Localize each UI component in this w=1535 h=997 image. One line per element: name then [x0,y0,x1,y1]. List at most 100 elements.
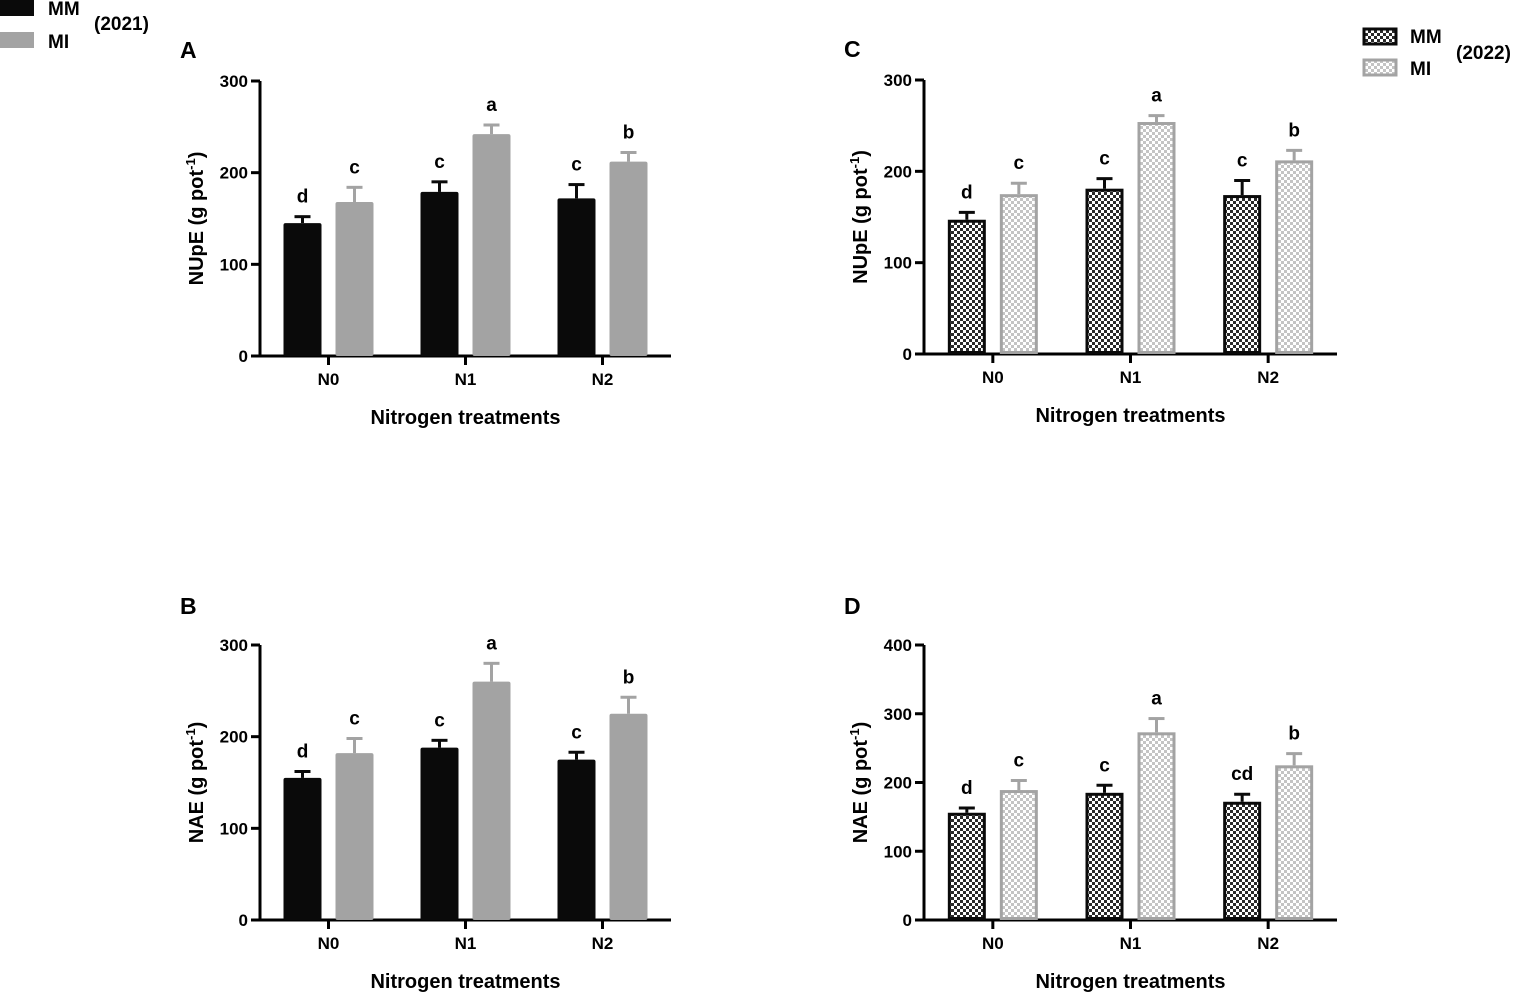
panel-d-x-tick-label: N1 [1120,934,1142,953]
panel-b-x-tick-label: N2 [592,934,614,953]
panel-c-x-axis-title: Nitrogen treatments [1035,405,1225,427]
panel-b-x-tick-label: N1 [455,934,477,953]
panel-a-chart: A 0 100 200 300 NUpE (g pot-1) Nitrogen treatm… [180,37,671,429]
panel-c-y-tick-label: 0 [903,345,912,364]
panel-c-bar-mm [1223,195,1262,354]
panel-d-x-tick-label: N0 [982,934,1004,953]
panel-d-sig-letter-mm: d [961,778,973,799]
panel-d-y-tick-label: 400 [884,636,912,655]
panel-b-bar-mm [420,747,459,920]
panel-b-sig-letter-mi: c [349,709,360,730]
panel-b-sig-letter-mm: c [434,710,445,731]
panel-d-sig-letter-mi: a [1151,689,1162,710]
panel-b-sig-letter-mi: a [486,633,497,654]
panel-c-sig-letter-mi: b [1288,120,1300,141]
panel-d-sig-letter-mm: cd [1231,764,1253,785]
panel-c-chart: C 0 100 200 300 NUpE (g pot-1) Nitrogen treatm… [844,36,1337,427]
panel-b-sig-letter-mm: d [297,742,309,763]
panel-c-bar-mi [999,194,1038,354]
panel-d-bar-mi [999,790,1038,920]
panel-a-sig-letter-mi: a [486,95,497,116]
legend-2021-mm-label: MM [48,0,80,20]
panel-d-bar-mi [1137,732,1176,920]
panel-c-y-tick-label: 100 [884,254,912,273]
panel-c-sig-letter-mm: c [1099,149,1110,170]
panel-c-bar-mi [1275,160,1314,354]
panel-a-x-axis-title: Nitrogen treatments [370,407,560,429]
panel-a-y-axis-title: NUpE (g pot-1) [183,152,208,286]
panel-d-bar-mm [1085,792,1124,920]
panel-d-bar-mm [1223,801,1262,920]
panel-b-bar-mi [472,681,511,920]
panel-a-bar-mm [557,198,596,356]
panel-c-x-tick-label: N2 [1257,368,1279,387]
panel-b-sig-letter-mi: b [623,667,635,688]
panel-d-sig-letter-mm: c [1099,755,1110,776]
panel-a-y-tick-label: 200 [220,164,248,183]
panel-b-y-axis-title: NAE (g pot-1) [183,722,208,844]
panel-b-bar-mm [283,777,322,920]
panel-b-bar-mm [557,759,596,920]
panel-a-bar-mi [472,134,511,356]
panel-a-bar-mm [420,191,459,356]
panel-a-x-tick-label: N2 [592,370,614,389]
legend-2022-mi-swatch [1362,58,1398,77]
panel-c-letter: C [844,36,861,62]
panel-a-bar-mm [283,223,322,356]
legend-2022-year: (2022) [1456,43,1511,64]
panel-b-y-tick-label: 0 [239,911,248,930]
panel-c-y-axis-title: NUpE (g pot-1) [847,150,872,284]
legend-2021: MM MI (2021) [0,0,149,53]
panel-d-letter: D [844,593,861,619]
legend-2021-mi-label: MI [48,32,69,53]
legend-2022: MM MI (2022) [1362,27,1511,80]
panel-d-y-tick-label: 100 [884,842,912,861]
legend-2022-mm-swatch [1362,27,1398,46]
panel-a-bar-mi [609,161,648,356]
panel-c-bar-mi [1137,122,1176,354]
panel-c-x-tick-label: N1 [1120,368,1142,387]
panel-c-sig-letter-mi: a [1151,86,1162,107]
panel-c-bar-mm [947,219,986,354]
panel-d-sig-letter-mi: b [1288,724,1300,745]
panel-d-y-tick-label: 0 [903,911,912,930]
panel-b-x-tick-label: N0 [318,934,340,953]
panel-a-sig-letter-mm: d [297,187,309,208]
panel-b-y-tick-label: 200 [220,728,248,747]
panel-a-sig-letter-mi: b [623,123,635,144]
panel-c-y-tick-label: 300 [884,71,912,90]
panel-b-x-axis-title: Nitrogen treatments [370,971,560,993]
panel-b-bar-mi [335,753,374,920]
legend-2022-mm-label: MM [1410,27,1442,48]
panel-c-sig-letter-mm: d [961,182,973,203]
panel-d-x-tick-label: N2 [1257,934,1279,953]
panel-a-y-tick-label: 100 [220,255,248,274]
legend-2022-mi-label: MI [1410,59,1431,80]
panel-d-chart: D 0 100 200 300 400 NAE (g pot-1) Nitrogen trea… [844,593,1337,993]
panel-a-letter: A [180,37,197,63]
panel-c-x-tick-label: N0 [982,368,1004,387]
panel-d-bar-mi [1275,765,1314,920]
panel-b-chart: B 0 100 200 300 NAE (g pot-1) Nitrogen treatme… [180,593,671,993]
panel-d-x-axis-title: Nitrogen treatments [1035,971,1225,993]
panel-c-sig-letter-mm: c [1237,150,1248,171]
panel-a-sig-letter-mm: c [571,155,582,176]
panel-c-bar-mm [1085,188,1124,354]
panel-a-sig-letter-mi: c [349,157,360,178]
panel-a-x-tick-label: N0 [318,370,340,389]
panel-d-sig-letter-mi: c [1014,750,1025,771]
panel-c-y-tick-label: 200 [884,162,912,181]
legend-2021-year: (2021) [94,14,149,35]
panel-c-sig-letter-mi: c [1014,153,1025,174]
panel-d-bar-mm [947,812,986,920]
legend-2021-mm-swatch [0,0,34,16]
panel-d-y-tick-label: 200 [884,774,912,793]
panel-b-letter: B [180,593,197,619]
panel-b-bar-mi [609,713,648,920]
panel-a-x-tick-label: N1 [455,370,477,389]
panel-a-sig-letter-mm: c [434,152,445,173]
panel-a-y-tick-label: 0 [239,347,248,366]
legend-2021-mi-swatch [0,32,34,48]
panel-d-y-axis-title: NAE (g pot-1) [847,722,872,844]
